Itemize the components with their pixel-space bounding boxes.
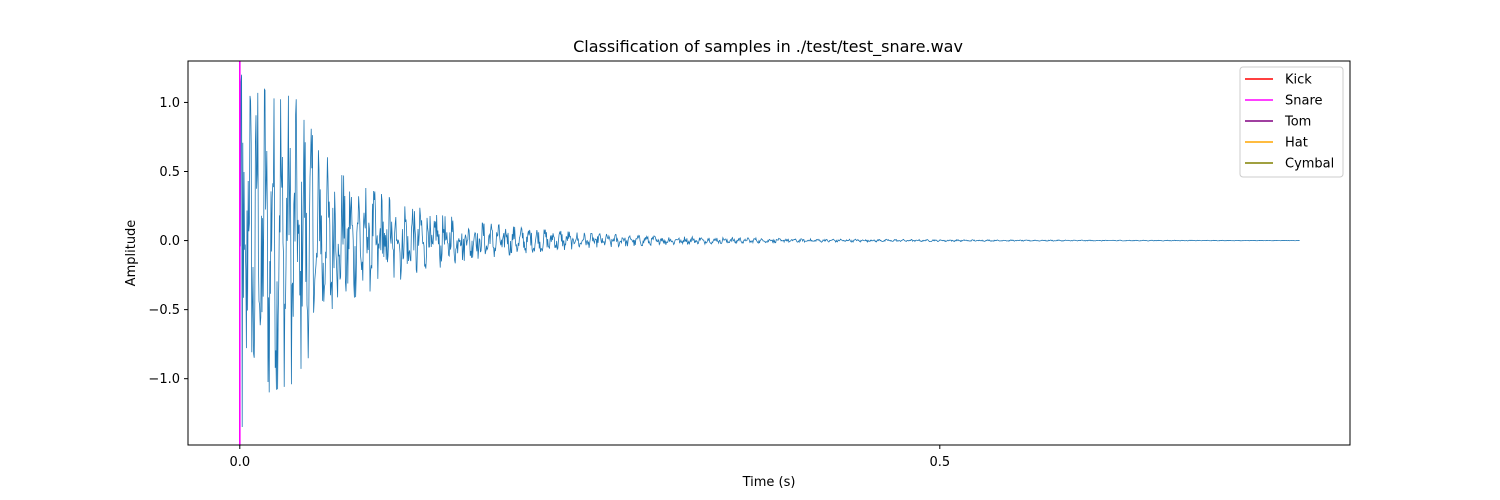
plot-frame xyxy=(187,60,1351,446)
y-tick-label: 0.5 xyxy=(159,165,180,180)
y-tick-label: −1.0 xyxy=(148,372,180,387)
waveform-line xyxy=(239,74,1300,428)
y-tick-label: −0.5 xyxy=(148,303,180,318)
legend-label-kick: Kick xyxy=(1285,73,1312,88)
plot-area xyxy=(239,61,1300,445)
legend-label-cymbal: Cymbal xyxy=(1285,157,1334,172)
legend-box xyxy=(1239,66,1344,178)
legend-label-snare: Snare xyxy=(1285,94,1323,109)
y-axis: 1.0 0.5 0.0 −0.5 −1.0 xyxy=(148,96,188,387)
chart-title: Classification of samples in ./test/test… xyxy=(573,37,963,57)
x-axis: 0.0 0.5 xyxy=(229,445,950,470)
y-axis-title: Amplitude xyxy=(124,220,139,287)
x-axis-title: Time (s) xyxy=(742,475,796,490)
x-tick-label: 0.5 xyxy=(929,455,950,470)
y-tick-label: 0.0 xyxy=(159,234,180,249)
legend-label-tom: Tom xyxy=(1284,115,1311,130)
x-tick-label: 0.0 xyxy=(229,455,250,470)
legend-label-hat: Hat xyxy=(1285,136,1308,151)
legend: Kick Snare Tom Hat Cymbal xyxy=(1239,66,1344,178)
y-tick-label: 1.0 xyxy=(159,96,180,111)
